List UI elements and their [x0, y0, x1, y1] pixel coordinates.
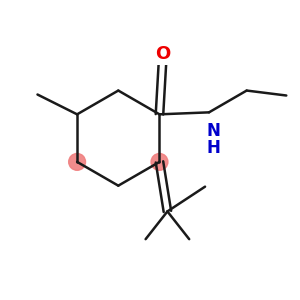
Circle shape	[69, 154, 86, 170]
Text: O: O	[155, 45, 170, 63]
Circle shape	[151, 154, 168, 170]
Text: N
H: N H	[206, 122, 220, 157]
